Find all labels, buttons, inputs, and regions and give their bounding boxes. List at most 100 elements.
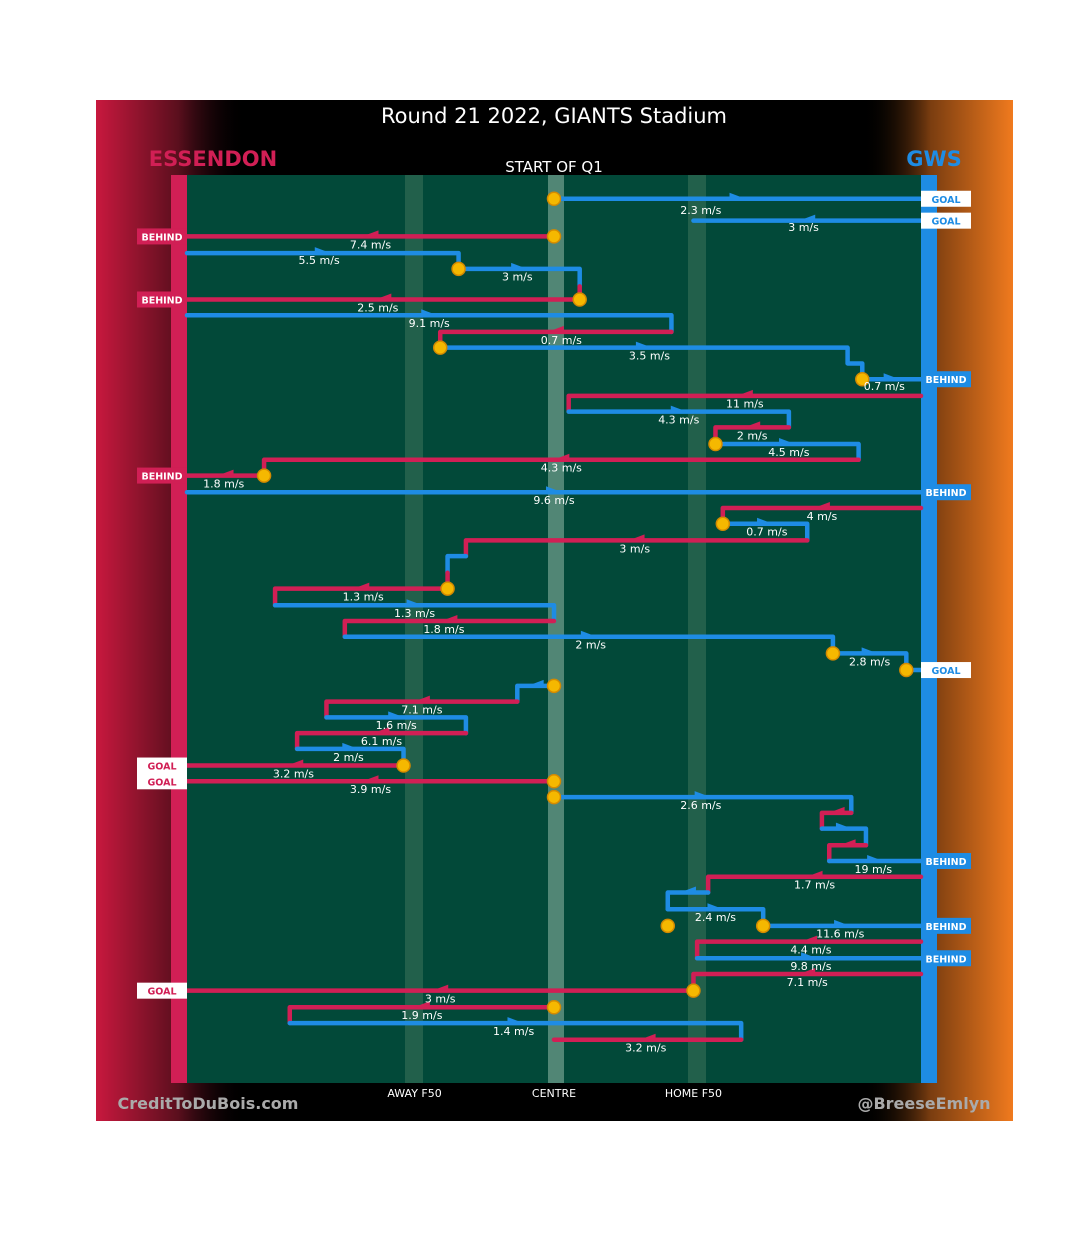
- arrow-c35: [694, 791, 711, 798]
- score-tag-c1: GOAL: [921, 190, 971, 207]
- speed-label-c42: 2.4 m/s: [695, 911, 736, 924]
- arrow-c11: [736, 389, 753, 396]
- x-tick-0: AWAY F50: [387, 1087, 441, 1100]
- score-tag-bg-c10: [921, 371, 971, 388]
- arrow-c36: [828, 806, 845, 813]
- speed-label-c40: 1.7 m/s: [794, 879, 835, 892]
- score-tag-text-c45: BEHIND: [925, 954, 966, 965]
- speed-label-c43: 11.6 m/s: [816, 928, 864, 941]
- speed-label-c4: 5.5 m/s: [299, 254, 340, 267]
- score-tag-bg-c17: [921, 484, 971, 501]
- turnover-marker-10: [825, 646, 841, 661]
- arrow-c25: [580, 630, 597, 637]
- essendon-team-label: ESSENDON: [149, 147, 277, 171]
- speed-label-c22: 1.3 m/s: [343, 590, 384, 603]
- speed-label-c14: 4.5 m/s: [768, 446, 809, 459]
- turnover-marker-0: [546, 191, 562, 207]
- score-tag-c6: BEHIND: [137, 291, 187, 308]
- arrow-c8: [547, 325, 564, 332]
- x-axis-ticks: AWAY F50 CENTRE HOME F50: [387, 1087, 722, 1100]
- arrow-c10: [883, 373, 900, 380]
- chart-title: Round 21 2022, GIANTS Stadium: [381, 104, 727, 128]
- arrow-c30: [388, 711, 405, 718]
- arrow-c26: [861, 647, 878, 654]
- score-tag-c45: BEHIND: [921, 950, 971, 967]
- score-tag-c17: BEHIND: [921, 484, 971, 501]
- speed-label-c50: 3.2 m/s: [625, 1042, 666, 1055]
- turnover-marker-3: [572, 292, 587, 307]
- arrow-c47: [432, 984, 449, 991]
- arrow-c49: [507, 1017, 524, 1024]
- score-tag-bg-c6: [137, 291, 187, 308]
- arrow-c24: [441, 614, 458, 621]
- gws-team-label: GWS: [906, 147, 962, 171]
- x-tick-1: CENTRE: [532, 1087, 576, 1100]
- turnover-marker-16: [660, 918, 676, 934]
- speed-label-c45: 9.8 m/s: [790, 960, 831, 973]
- score-tag-bg-c47: [137, 982, 187, 999]
- speed-label-c32: 2 m/s: [333, 751, 364, 764]
- score-tag-bg-c16: [137, 467, 187, 484]
- centre-stripe: [548, 175, 564, 1083]
- speed-labels: 2.3 m/s 3 m/s 7.4 m/s 5.5 m/s 3 m/s 2.5 m/s 9.…: [203, 204, 905, 1054]
- turnover-marker-8: [715, 516, 731, 532]
- score-tag-bg-c43: [921, 917, 971, 934]
- score-tag-c39: BEHIND: [921, 853, 971, 870]
- chain-c11: [566, 393, 924, 414]
- score-tag-text-c43: BEHIND: [925, 922, 966, 933]
- arrow-c13: [744, 421, 761, 428]
- speed-label-c23: 1.3 m/s: [394, 607, 435, 620]
- speed-label-c5: 3 m/s: [502, 271, 533, 284]
- arrow-c19: [757, 517, 774, 524]
- speed-label-c3: 7.4 m/s: [350, 238, 391, 251]
- speed-label-c20: 3 m/s: [619, 542, 650, 555]
- score-tag-c16: BEHIND: [137, 467, 187, 484]
- speed-label-c13: 2 m/s: [737, 429, 768, 442]
- speed-label-c12: 4.3 m/s: [658, 414, 699, 427]
- turnover-marker-19: [546, 1000, 562, 1015]
- turnover-marker-13: [396, 758, 411, 773]
- speed-label-c46: 7.1 m/s: [787, 976, 828, 989]
- chain-c19: [720, 521, 810, 543]
- score-tag-text-c17: BEHIND: [925, 488, 966, 499]
- score-tag-text-c39: BEHIND: [925, 857, 966, 868]
- arrow-c28: [527, 679, 544, 686]
- score-tag-bg-c39: [921, 853, 971, 870]
- score-tag-c2: GOAL: [921, 212, 971, 229]
- score-tag-text-c34: GOAL: [147, 777, 176, 788]
- score-tag-c33: GOAL: [137, 757, 187, 774]
- turnover-marker-17: [755, 918, 771, 934]
- speed-label-c30: 1.6 m/s: [376, 719, 417, 732]
- gws-goal-line: [921, 175, 937, 1083]
- arrow-c14: [779, 438, 796, 445]
- arrow-c44: [801, 935, 818, 942]
- turnover-marker-15: [546, 789, 562, 805]
- score-tag-c10: BEHIND: [921, 371, 971, 388]
- speed-label-c17: 9.6 m/s: [533, 494, 574, 507]
- score-tag-c47: GOAL: [137, 982, 187, 999]
- arrow-c37: [835, 822, 852, 829]
- turnover-marker-1: [546, 229, 562, 244]
- speed-label-c8: 0.7 m/s: [541, 334, 582, 347]
- arrow-c34: [362, 775, 379, 782]
- score-tag-text-c3: BEHIND: [141, 232, 182, 243]
- possession-markers: [256, 191, 914, 1015]
- arrow-c41: [679, 886, 696, 893]
- turnover-marker-7: [256, 468, 272, 483]
- arrow-c38: [839, 839, 856, 846]
- chain-c48: [287, 1005, 557, 1026]
- score-tag-c34: GOAL: [137, 773, 187, 790]
- chain-c29: [324, 699, 520, 720]
- score-tag-text-c1: GOAL: [931, 195, 960, 206]
- arrow-c15: [553, 453, 570, 460]
- speed-label-c39: 19 m/s: [854, 863, 892, 876]
- home-f50-stripe: [688, 175, 706, 1083]
- arrow-c6: [375, 293, 392, 300]
- score-tag-c3: BEHIND: [137, 228, 187, 245]
- chain-c23: [272, 602, 557, 624]
- speed-label-c31: 6.1 m/s: [361, 735, 402, 748]
- turnover-marker-2: [451, 261, 466, 277]
- arrow-c39: [867, 855, 884, 862]
- turnover-marker-9: [440, 581, 455, 596]
